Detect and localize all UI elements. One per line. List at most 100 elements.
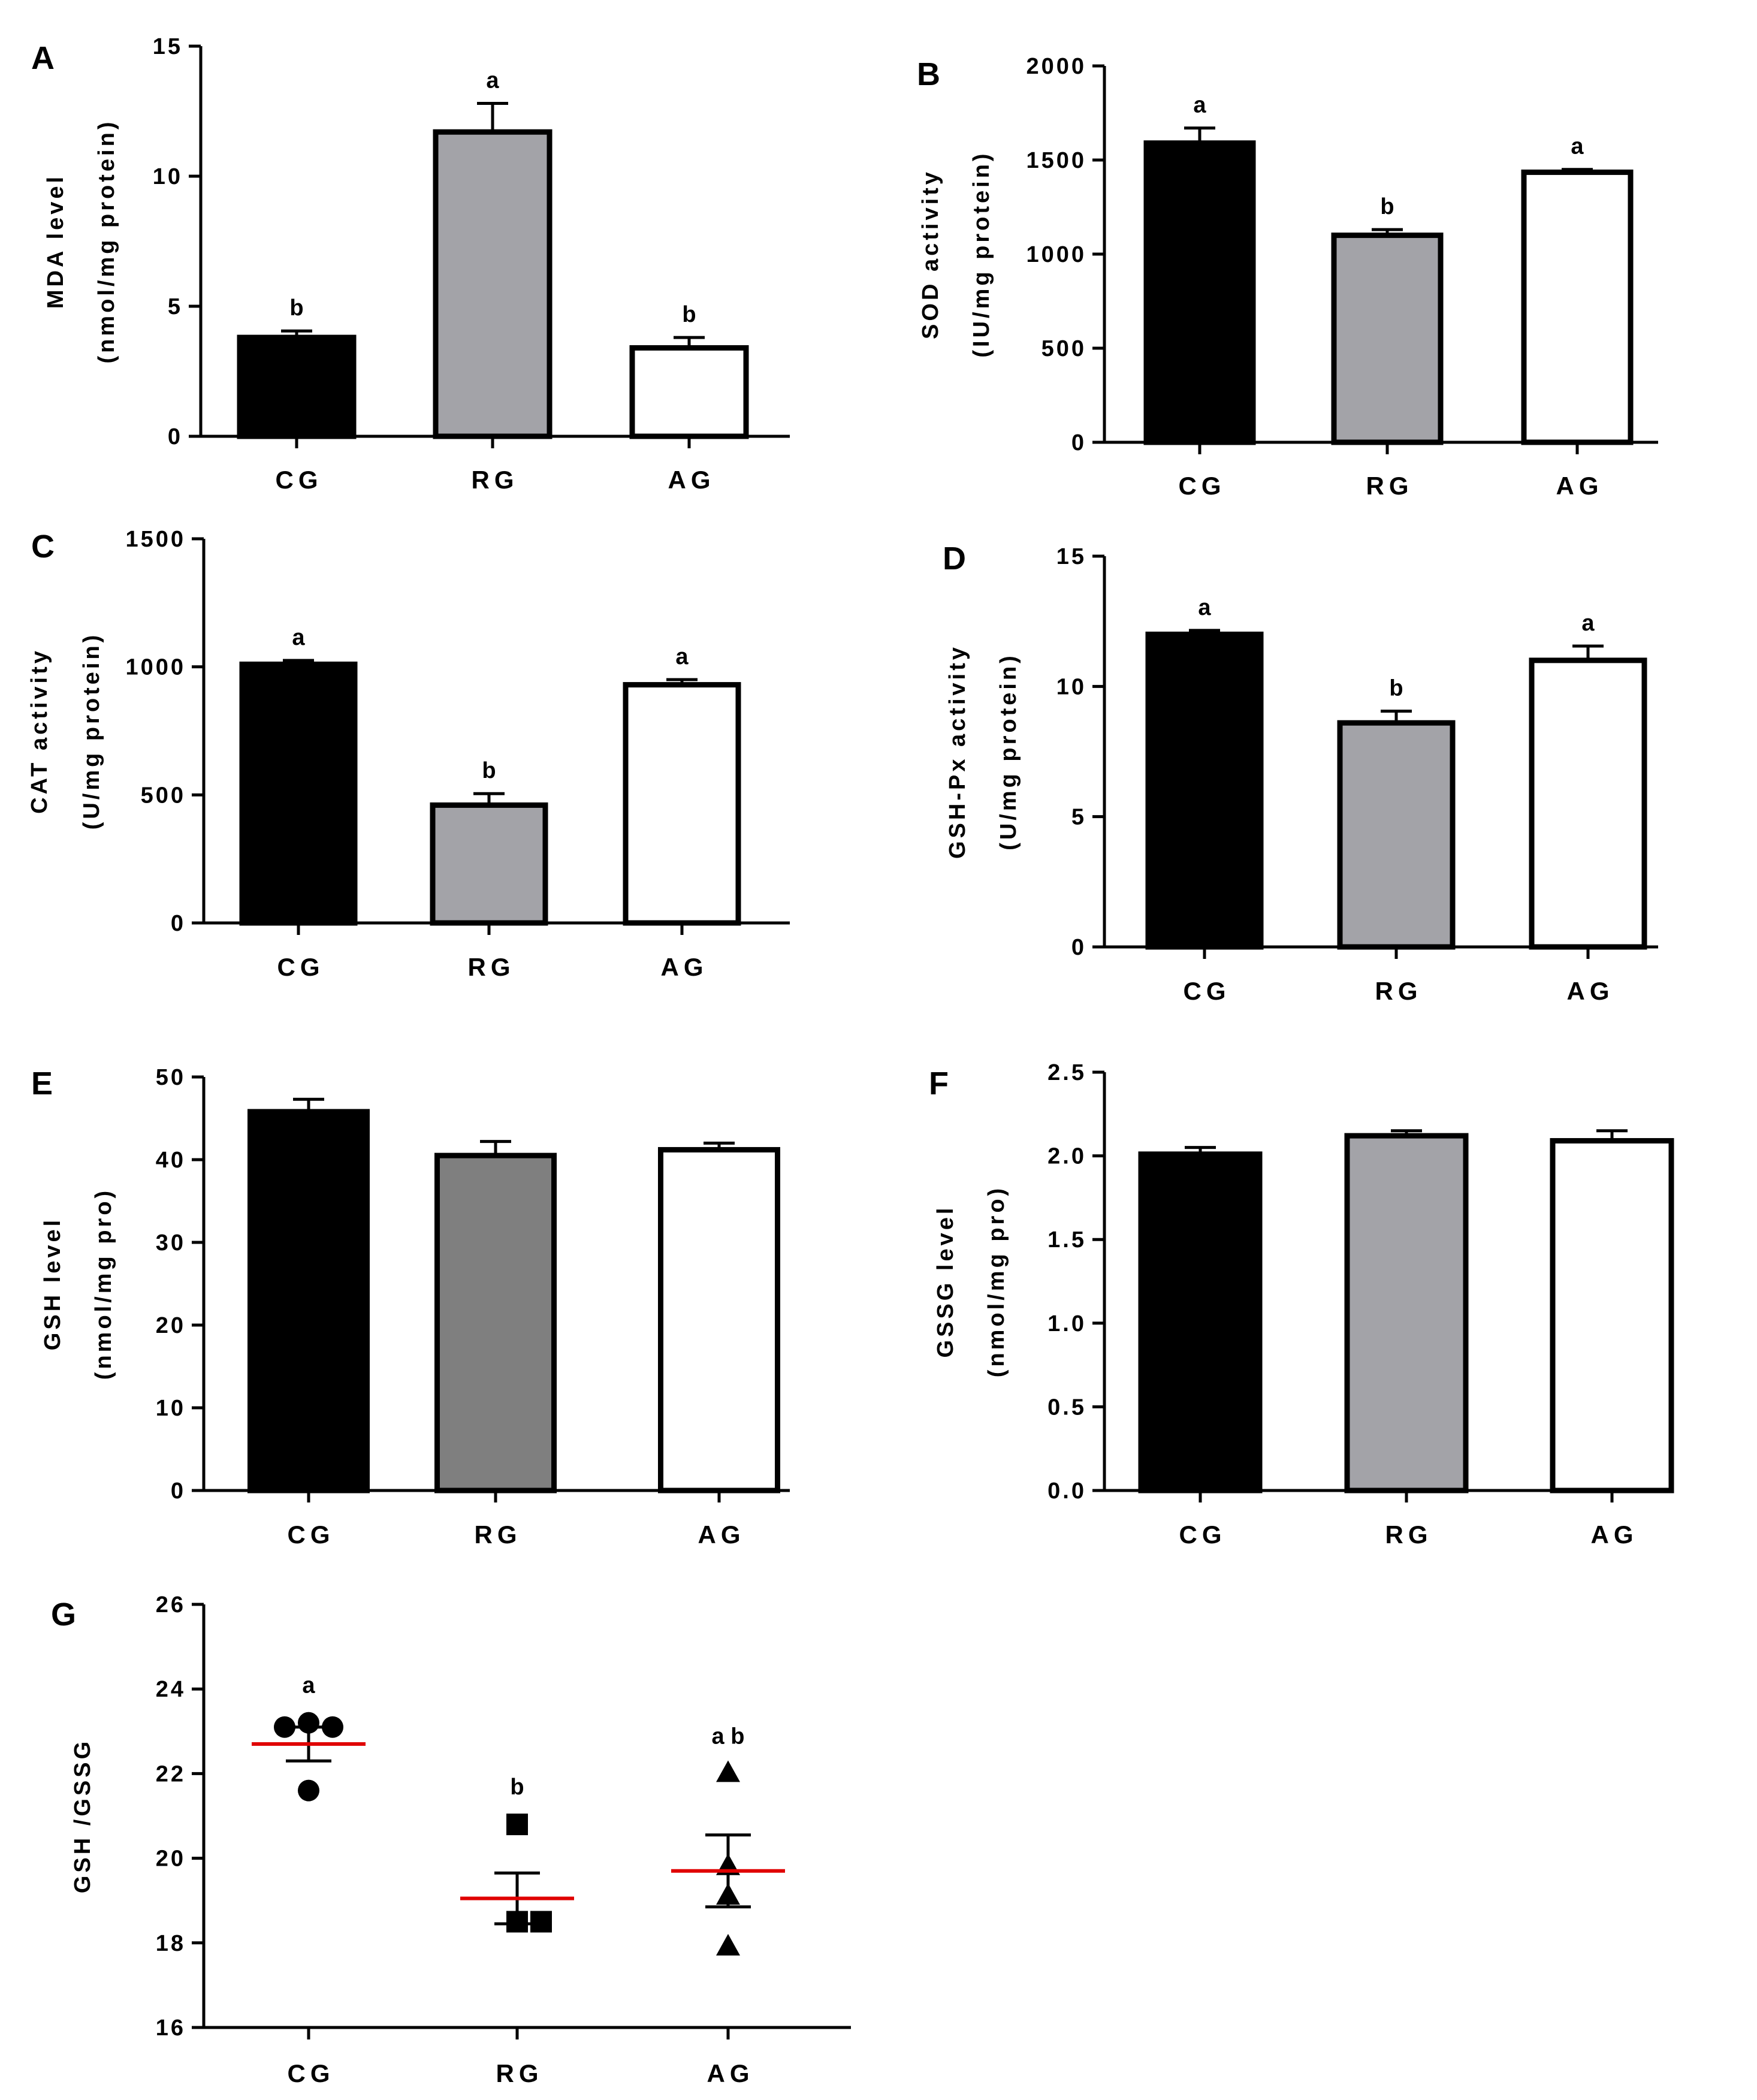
x-tick-label: CG <box>1179 472 1226 500</box>
x-tick-label: RG <box>1366 472 1414 500</box>
y-axis-label: (U/mg protein) <box>79 632 104 830</box>
bar <box>1138 1151 1263 1493</box>
x-tick-label: AG <box>698 1520 745 1549</box>
y-tick-label: 20 <box>156 1313 186 1338</box>
y-tick-label: 18 <box>156 1931 186 1956</box>
x-tick-label: AG <box>1567 977 1614 1005</box>
y-tick-label: 15 <box>1056 544 1086 569</box>
bar <box>430 802 548 926</box>
x-tick-label: AG <box>707 2059 754 2087</box>
x-tick-label: CG <box>288 1520 335 1549</box>
chart-panel-g: G 16 18 20 22 24 26 CG RG AG GSH /GSSG a b a b <box>51 1592 851 2087</box>
y-tick-label: 50 <box>156 1065 186 1090</box>
x-tick-label: RG <box>1385 1520 1433 1549</box>
significance-label: a b <box>712 1724 745 1749</box>
y-tick-label: 1000 <box>1026 242 1086 267</box>
y-tick-label: 1500 <box>125 527 186 552</box>
y-tick-label: 30 <box>156 1230 186 1256</box>
y-tick-label: 1000 <box>125 655 186 680</box>
significance-label: b <box>510 1775 524 1800</box>
y-axis-label: GSH-Px activity <box>945 644 970 859</box>
significance-label: a <box>1571 134 1584 159</box>
y-tick-label: 10 <box>1056 674 1086 699</box>
bar <box>239 661 358 926</box>
x-tick-label: CG <box>1179 1520 1227 1549</box>
x-tick-label: CG <box>277 953 325 981</box>
y-tick-label: 24 <box>156 1677 186 1702</box>
chart-panel-c: C 0 500 1000 1500 CG RG AG CAT activity (U/mg pro… <box>27 527 790 981</box>
panel-letter: D <box>943 541 966 577</box>
panel-letter: F <box>929 1066 949 1102</box>
bar <box>658 1146 780 1493</box>
y-axis-label: (U/mg protein) <box>996 653 1021 850</box>
data-point <box>716 1933 740 1956</box>
bar <box>247 1109 370 1493</box>
significance-label: b <box>1380 194 1394 219</box>
data-point <box>322 1716 343 1738</box>
y-axis-label: (nmol/mg pro) <box>984 1185 1009 1377</box>
significance-label: a <box>1581 611 1595 636</box>
y-tick-label: 2000 <box>1026 54 1086 79</box>
y-tick-label: 1.0 <box>1047 1311 1086 1336</box>
y-tick-label: 15 <box>153 34 183 59</box>
panel-letter: E <box>31 1066 53 1102</box>
y-tick-label: 5 <box>1071 805 1086 830</box>
y-tick-label: 22 <box>156 1761 186 1787</box>
y-tick-label: 2.0 <box>1047 1144 1086 1169</box>
significance-label: b <box>682 302 696 327</box>
chart-panel-e: E 0 10 20 30 40 50 CG RG AG GSH level (nmol/mg pro) <box>31 1065 790 1549</box>
bar <box>1550 1138 1674 1493</box>
y-tick-label: 20 <box>156 1846 186 1872</box>
x-tick-label: AG <box>661 953 708 981</box>
significance-label: b <box>289 295 303 321</box>
significance-label: a <box>1193 93 1206 118</box>
bar <box>1143 140 1256 445</box>
y-tick-label: 2.5 <box>1047 1060 1086 1085</box>
significance-label: a <box>292 625 305 650</box>
y-axis-label: GSH /GSSG <box>70 1739 95 1893</box>
data-point <box>274 1716 295 1738</box>
bar <box>1344 1133 1469 1493</box>
panel-letter: B <box>917 56 940 92</box>
significance-label: b <box>482 758 496 783</box>
y-tick-label: 0.0 <box>1047 1479 1086 1504</box>
x-tick-label: CG <box>276 466 323 494</box>
y-axis-label: (nmol/mg pro) <box>91 1188 116 1380</box>
data-point <box>716 1760 740 1782</box>
y-axis-label: GSH level <box>40 1217 65 1350</box>
data-point <box>530 1911 552 1933</box>
y-tick-label: 500 <box>141 783 186 808</box>
y-tick-label: 5 <box>168 294 183 319</box>
significance-label: a <box>675 644 689 669</box>
bar <box>1145 631 1264 950</box>
chart-panel-f: F 0.0 0.5 1.0 1.5 2.0 2.5 CG RG AG GSSG level (nmol… <box>929 1060 1674 1549</box>
y-tick-label: 10 <box>156 1396 186 1421</box>
y-axis-label: SOD activity <box>918 169 943 339</box>
panel-letter: A <box>31 40 55 76</box>
y-tick-label: 0 <box>168 424 183 449</box>
y-tick-label: 0 <box>171 1479 186 1504</box>
y-tick-label: 0 <box>171 911 186 936</box>
bar <box>434 1152 557 1493</box>
y-tick-label: 0.5 <box>1047 1395 1086 1420</box>
x-tick-label: RG <box>468 953 515 981</box>
y-tick-label: 10 <box>153 164 183 189</box>
bar <box>1331 233 1444 445</box>
x-tick-label: AG <box>1556 472 1604 500</box>
panel-letter: G <box>51 1597 76 1633</box>
x-tick-label: RG <box>475 1520 522 1549</box>
significance-label: a <box>1198 595 1211 620</box>
y-tick-label: 0 <box>1071 430 1086 455</box>
y-axis-label: MDA level <box>43 174 68 309</box>
y-axis-label: CAT activity <box>27 648 52 814</box>
x-tick-label: CG <box>288 2059 335 2087</box>
significance-label: a <box>302 1673 315 1698</box>
chart-panel-b: B 0 500 1000 1500 2000 CG RG AG SOD activity (IU/m… <box>917 54 1658 500</box>
y-tick-label: 500 <box>1041 336 1086 361</box>
y-axis-label: (nmol/mg protein) <box>94 119 119 364</box>
bar <box>1337 720 1456 950</box>
data-point <box>506 1814 528 1836</box>
bar <box>433 129 553 439</box>
y-axis-label: GSSG level <box>933 1205 958 1358</box>
